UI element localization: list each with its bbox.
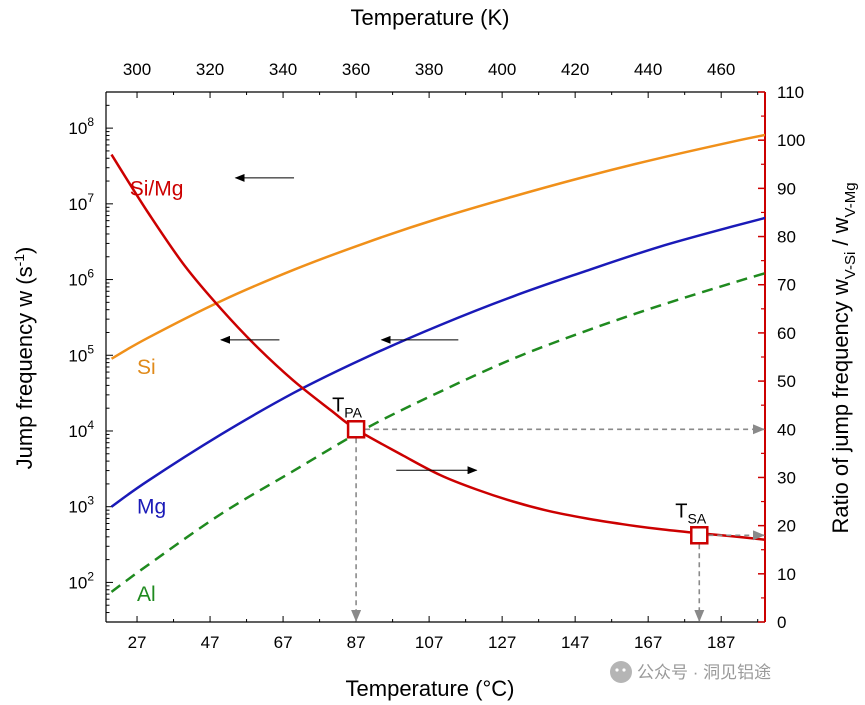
- y-right-tick-label: 40: [777, 420, 796, 439]
- y-right-tick-label: 80: [777, 228, 796, 247]
- y-left-tick-exponent: 7: [87, 191, 94, 205]
- y-left-tick-label: 108: [68, 115, 94, 138]
- series-label-mg: Mg: [137, 496, 166, 519]
- y-right-tick-label: 100: [777, 131, 805, 150]
- y-left-tick-exponent: 2: [87, 569, 94, 583]
- x-top-axis-title: Temperature (K): [351, 5, 510, 30]
- y-right-tick-label: 20: [777, 517, 796, 536]
- y-left-tick-base: 10: [68, 119, 87, 138]
- marker-label-main: T: [675, 500, 687, 522]
- marker-label-main: T: [332, 394, 344, 416]
- y-right-title-main: Ratio of jump frequency w: [828, 279, 853, 533]
- series-line-si-mg: [110, 153, 765, 541]
- y-right-tick-label: 0: [777, 613, 786, 632]
- series-label-si-mg: Si/Mg: [130, 177, 184, 200]
- x-top-tick-label: 360: [342, 60, 370, 79]
- y-right-tick-label: 70: [777, 276, 796, 295]
- y-right-tick-label: 10: [777, 565, 796, 584]
- series-clip-group: [110, 133, 765, 593]
- y-right-axis-title: Ratio of jump frequency wV-Si / wV-Mg: [828, 182, 859, 533]
- marker-square-sa: [690, 526, 709, 545]
- x-bottom-tick-label: 187: [707, 633, 735, 652]
- y-left-axis-title: Jump frequency w (s-1): [11, 247, 37, 470]
- series-label-si: Si: [137, 356, 156, 379]
- y-left-title-main: Jump frequency w (s: [12, 266, 37, 469]
- wechat-icon-eye-left: [615, 668, 619, 672]
- y-right-tick-label: 90: [777, 179, 796, 198]
- y-right-tick-label: 60: [777, 324, 796, 343]
- x-top-tick-label: 340: [269, 60, 297, 79]
- y-right-title-sub1: V-Si: [842, 252, 859, 280]
- marker-label-sa: TSA: [675, 500, 707, 526]
- y-left-tick-exponent: 6: [87, 267, 94, 281]
- marker-label-sub: SA: [688, 510, 707, 526]
- marker-label-sub: PA: [344, 404, 362, 420]
- x-top-tick-label: 380: [415, 60, 443, 79]
- y-left-tick-base: 10: [68, 195, 87, 214]
- x-top-tick-label: 440: [634, 60, 662, 79]
- y-left-tick-label: 104: [68, 418, 94, 441]
- y-left-tick-base: 10: [68, 498, 87, 517]
- y-left-tick-label: 103: [68, 494, 94, 517]
- x-bottom-tick-label: 167: [634, 633, 662, 652]
- series-label-al: Al: [137, 583, 156, 606]
- y-left-title-sup: -1: [11, 254, 27, 267]
- y-left-tick-exponent: 5: [87, 342, 94, 356]
- x-bottom-tick-label: 107: [415, 633, 443, 652]
- watermark: 公众号 · 洞见铝途: [610, 661, 771, 683]
- x-bottom-tick-label: 147: [561, 633, 589, 652]
- marker-square-pa: [346, 420, 366, 439]
- y-right-tick-label: 30: [777, 468, 796, 487]
- y-right-tick-label: 110: [777, 83, 804, 102]
- wechat-icon-eye-right: [622, 668, 626, 672]
- y-left-title-close: ): [12, 247, 37, 254]
- y-left-tick-label: 102: [68, 569, 94, 592]
- x-top-tick-label: 300: [123, 60, 151, 79]
- series-line-si: [110, 133, 765, 360]
- x-bottom-tick-label: 87: [347, 633, 366, 652]
- x-bottom-tick-label: 127: [488, 633, 516, 652]
- series-line-al: [110, 271, 765, 593]
- y-left-tick-base: 10: [68, 573, 87, 592]
- y-left-tick-base: 10: [68, 346, 87, 365]
- wechat-icon: [610, 661, 632, 683]
- y-left-tick-exponent: 3: [87, 494, 94, 508]
- y-right-title-mid: / w: [828, 217, 853, 251]
- y-right-title-sub2: V-Mg: [842, 182, 859, 217]
- y-left-tick-label: 105: [68, 342, 94, 365]
- series-lines: [110, 133, 765, 593]
- x-top-tick-label: 460: [707, 60, 735, 79]
- y-left-tick-label: 107: [68, 191, 94, 214]
- y-left-tick-label: 106: [68, 267, 94, 290]
- x-bottom-tick-label: 27: [128, 633, 147, 652]
- y-left-tick-base: 10: [68, 422, 87, 441]
- y-left-tick-base: 10: [68, 271, 87, 290]
- y-left-tick-exponent: 4: [87, 418, 94, 432]
- y-left-tick-exponent: 8: [87, 115, 94, 129]
- marker-label-pa: TPA: [332, 394, 363, 420]
- x-bottom-tick-label: 67: [274, 633, 293, 652]
- series-line-mg: [110, 216, 765, 508]
- y-right-tick-label: 50: [777, 372, 796, 391]
- x-top-tick-label: 400: [488, 60, 516, 79]
- plot-area: [105, 91, 766, 623]
- x-bottom-axis-title: Temperature (°C): [346, 676, 515, 701]
- x-top-tick-label: 420: [561, 60, 589, 79]
- x-top-tick-label: 320: [196, 60, 224, 79]
- watermark-text: 公众号 · 洞见铝途: [637, 663, 771, 682]
- x-bottom-tick-label: 47: [201, 633, 220, 652]
